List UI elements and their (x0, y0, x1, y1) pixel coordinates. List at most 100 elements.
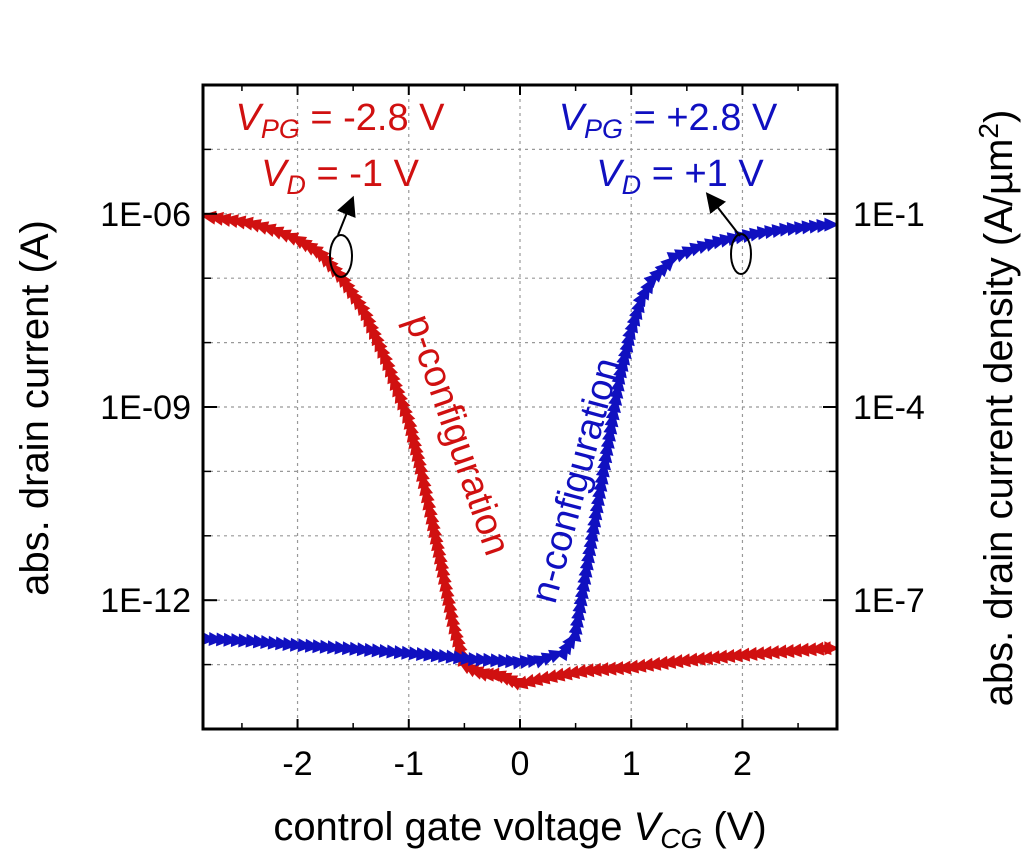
series-point (564, 665, 580, 680)
series-layer (203, 210, 837, 691)
series-point (816, 219, 832, 233)
series-point (406, 426, 421, 443)
series-point (460, 651, 477, 666)
series-point (319, 639, 336, 654)
series-point (794, 221, 810, 236)
series-point (556, 666, 573, 681)
series-point (484, 667, 500, 682)
series-point (422, 494, 437, 511)
series-point (452, 631, 466, 648)
series-point (203, 631, 217, 646)
series-point (267, 635, 284, 650)
series-point (307, 245, 324, 259)
series-point (440, 582, 455, 599)
series-n-configuration (203, 217, 837, 670)
series-point (423, 647, 439, 662)
x-axis-label: control gate voltage VCG (V) (273, 805, 766, 854)
y2-tick-label: 1E-4 (853, 389, 925, 427)
series-point (638, 657, 654, 672)
series-point (541, 669, 558, 683)
n-vd-label: VD = +1 V (596, 153, 764, 200)
series-point (519, 654, 536, 669)
series-point (727, 648, 743, 663)
series-point (245, 219, 262, 233)
series-point (393, 645, 410, 660)
y-tick-label: 1E-06 (100, 196, 191, 234)
series-point (623, 659, 640, 674)
series-point (416, 647, 432, 661)
n-curve-marker (705, 192, 752, 275)
series-point (527, 654, 543, 669)
series-p-configuration (203, 210, 837, 691)
series-point (413, 452, 427, 469)
series-point (719, 648, 736, 663)
series-point (690, 651, 706, 666)
y-tick-label: 1E-12 (100, 582, 191, 620)
series-point (419, 479, 434, 497)
series-point (824, 217, 837, 232)
series-point (786, 643, 802, 658)
x-tick-label: -1 (394, 745, 424, 783)
series-point (275, 636, 291, 651)
series-point (260, 635, 276, 649)
series-point (222, 214, 239, 229)
series-point (371, 643, 388, 658)
series-point (223, 632, 239, 647)
series-point (764, 225, 781, 239)
series-point (215, 212, 232, 227)
p-curve-ellipse (329, 234, 353, 278)
series-point (429, 528, 444, 545)
series-point (482, 652, 499, 667)
series-point (382, 354, 396, 372)
series-point (630, 658, 647, 673)
series-point (416, 465, 430, 482)
p-curve-marker (329, 195, 356, 278)
series-point (402, 407, 416, 424)
series-point (675, 653, 691, 668)
series-point (349, 641, 365, 656)
series-point (786, 222, 803, 236)
series-point (824, 641, 837, 656)
series-point (230, 633, 247, 648)
series-point (392, 380, 406, 398)
series-point (426, 515, 441, 532)
series-point (216, 632, 232, 647)
series-point (453, 650, 469, 665)
series-point (448, 618, 462, 635)
series-point (430, 648, 447, 663)
series-point (290, 637, 306, 652)
series-point (764, 645, 780, 660)
series-point (282, 637, 299, 651)
series-point (401, 645, 417, 660)
series-point (414, 458, 429, 475)
series-point (435, 554, 450, 572)
x-tick-label: 1 (622, 745, 641, 783)
series-point (230, 215, 247, 230)
series-point (801, 642, 817, 657)
series-point (439, 575, 454, 592)
series-point (704, 650, 721, 665)
series-point (615, 660, 632, 675)
series-point (424, 501, 438, 518)
ticks (203, 84, 837, 730)
series-point (386, 644, 402, 659)
series-point (534, 670, 551, 685)
n-arrow (705, 192, 741, 237)
series-point (436, 561, 451, 578)
series-point (446, 610, 461, 628)
series-point (417, 472, 432, 489)
series-point (586, 662, 602, 677)
series-point (208, 211, 224, 226)
series-point (454, 637, 468, 654)
n-vpg-label: VPG = +2.8 V (559, 97, 778, 144)
series-point (490, 653, 506, 668)
series-point (468, 652, 484, 667)
series-point (571, 664, 588, 678)
grid (203, 85, 837, 729)
series-point (267, 226, 285, 240)
series-point (660, 655, 677, 669)
series-point (237, 216, 254, 231)
series-point (734, 647, 751, 662)
